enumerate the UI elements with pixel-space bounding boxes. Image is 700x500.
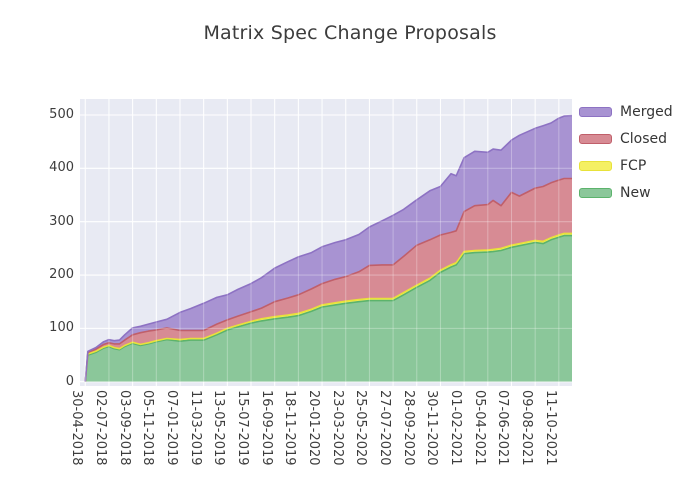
x-axis-tick-label: 07-06-2021 — [495, 390, 511, 466]
area-band-new — [85, 235, 572, 382]
x-axis-tick-label: 18-11-2019 — [282, 390, 298, 466]
y-axis-tick-label: 500 — [49, 107, 74, 122]
area-band-closed — [85, 178, 572, 382]
legend: Merged Closed FCP New — [579, 103, 673, 211]
x-axis-tick-label: 30-11-2020 — [424, 390, 440, 466]
x-axis-tick-label: 30-04-2018 — [69, 390, 85, 466]
legend-item-new: New — [579, 184, 673, 202]
x-axis-tick-label: 05-11-2018 — [140, 390, 156, 466]
x-axis-tick-label: 23-03-2020 — [329, 390, 345, 466]
y-axis-tick-label: 300 — [49, 213, 74, 229]
area-chart-svg — [80, 99, 572, 386]
legend-swatch-new — [579, 188, 612, 198]
x-axis-tick-label: 13-05-2019 — [211, 390, 227, 466]
x-axis-tick-label: 20-01-2020 — [306, 390, 322, 466]
x-axis-tick-label: 11-03-2019 — [187, 390, 203, 466]
x-axis-tick-label: 02-07-2018 — [92, 390, 108, 466]
x-axis-tick-label: 07-01-2019 — [163, 390, 179, 466]
x-axis-tick-label: 15-07-2019 — [235, 390, 251, 466]
legend-item-closed: Closed — [579, 130, 673, 148]
y-axis-tick-label: 200 — [49, 267, 74, 283]
x-axis-tick-label: 03-09-2018 — [116, 390, 132, 466]
legend-item-fcp: FCP — [579, 157, 673, 175]
series-line-closed — [84, 177, 572, 382]
series-line-new — [84, 234, 572, 382]
legend-swatch-closed — [579, 134, 612, 144]
x-axis-tick-label: 11-10-2021 — [542, 390, 558, 466]
y-axis-tick-label: 0 — [65, 373, 74, 389]
x-axis-tick-label: 01-02-2021 — [448, 390, 464, 466]
x-axis-tick-label: 16-09-2019 — [258, 390, 274, 466]
x-axis-tick-label: 25-05-2020 — [353, 390, 369, 466]
legend-label: Closed — [620, 131, 668, 147]
legend-swatch-fcp — [579, 161, 612, 171]
x-axis-tick-label: 09-08-2021 — [519, 390, 535, 466]
area-band-merged — [85, 115, 572, 382]
chart-title: Matrix Spec Change Proposals — [203, 22, 497, 44]
legend-label: Merged — [620, 104, 673, 120]
plot-area — [80, 99, 572, 386]
series-line-merged — [84, 114, 572, 382]
y-axis-tick-label: 400 — [49, 160, 74, 176]
legend-swatch-merged — [579, 107, 612, 117]
legend-label: New — [620, 185, 651, 201]
legend-label: FCP — [620, 158, 647, 174]
x-axis-tick-label: 05-04-2021 — [471, 390, 487, 466]
x-axis-tick-label: 28-09-2020 — [400, 390, 416, 466]
x-axis-tick-label: 27-07-2020 — [377, 390, 393, 466]
y-axis-tick-label: 100 — [49, 320, 74, 336]
legend-item-merged: Merged — [579, 103, 673, 121]
series-line-fcp — [84, 232, 572, 382]
